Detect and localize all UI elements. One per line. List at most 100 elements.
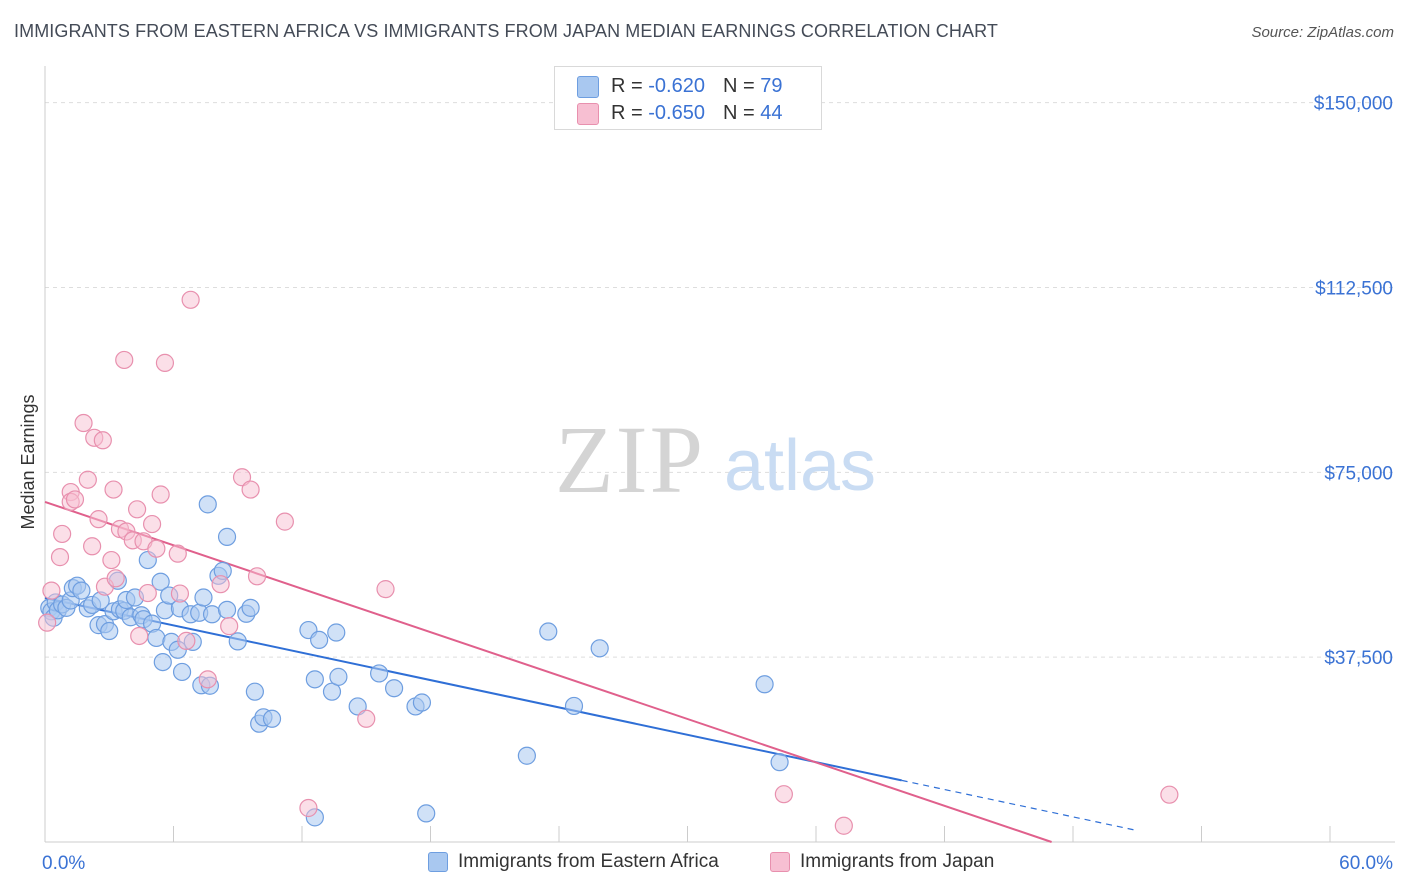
data-point-japan — [142, 514, 162, 534]
data-point-japan — [155, 353, 175, 372]
legend-n-value: 79 — [760, 75, 783, 97]
data-point-japan — [78, 470, 97, 489]
trend-lines — [44, 500, 1138, 843]
series-legend: Immigrants from Eastern Africa Immigrant… — [0, 851, 1406, 879]
data-point-eastern-africa — [370, 664, 389, 683]
legend-n-label: N = — [722, 102, 755, 124]
legend-r-value: -0.650 — [648, 102, 705, 124]
data-point-eastern-africa — [100, 621, 119, 641]
data-point-japan — [168, 544, 187, 563]
legend-swatch-pink — [770, 852, 790, 872]
legend-n-value: 44 — [760, 102, 783, 124]
data-point-eastern-africa — [310, 630, 329, 650]
stats-legend: R = -0.620 N = 79 R = -0.650 N = 44 — [554, 66, 822, 130]
data-point-japan — [102, 550, 121, 570]
data-point-japan — [130, 626, 149, 646]
data-point-eastern-africa — [755, 675, 774, 694]
data-point-japan — [74, 413, 93, 433]
source-label: Source: ZipAtlas.com — [1251, 24, 1394, 41]
legend-label: Immigrants from Japan — [800, 851, 995, 872]
x-tick-label: 60.0% — [1339, 853, 1393, 874]
data-point-japan — [138, 583, 157, 603]
legend-swatch-blue — [428, 852, 448, 872]
data-point-japan — [1160, 785, 1179, 804]
data-point-eastern-africa — [329, 667, 348, 686]
x-tick-label: 0.0% — [42, 853, 85, 874]
data-point-japan — [65, 490, 85, 509]
data-point-japan — [170, 584, 190, 603]
y-tick-label: $150,000 — [1314, 94, 1393, 115]
data-point-japan — [53, 524, 72, 544]
legend-swatch-blue — [577, 75, 599, 98]
watermark-zip: ZIP — [555, 406, 705, 513]
data-point-eastern-africa — [217, 527, 237, 546]
data-point-japan — [241, 480, 260, 499]
data-point-japan — [299, 798, 318, 818]
data-point-japan — [198, 670, 217, 689]
data-point-japan — [177, 631, 196, 650]
series-eastern-africa-points — [40, 495, 789, 827]
data-point-eastern-africa — [539, 622, 558, 641]
data-point-eastern-africa — [564, 696, 584, 716]
axes — [44, 66, 1395, 843]
data-point-japan — [151, 485, 170, 504]
chart-title: IMMIGRANTS FROM EASTERN AFRICA VS IMMIGR… — [14, 21, 998, 41]
legend-row-eastern-africa: R = -0.620 N = 79 — [577, 75, 782, 98]
legend-item-japan[interactable]: Immigrants from Japan — [770, 851, 994, 873]
trend-line-japan — [44, 500, 1052, 843]
data-point-japan — [220, 617, 239, 636]
tick-labels: $37,500 $75,000 $112,500 $150,000 0.0% 60.0% — [42, 94, 1393, 874]
data-point-eastern-africa — [147, 628, 166, 648]
data-point-eastern-africa — [241, 598, 260, 617]
data-point-eastern-africa — [72, 581, 91, 600]
data-point-japan — [181, 290, 200, 309]
data-point-eastern-africa — [348, 697, 367, 716]
data-point-eastern-africa — [151, 572, 170, 591]
y-axis-label: Median Earnings — [18, 394, 38, 529]
data-point-eastern-africa — [228, 632, 247, 651]
data-point-japan — [147, 539, 166, 558]
data-point-eastern-africa — [770, 753, 789, 772]
y-tick-label: $112,500 — [1315, 278, 1393, 299]
trend-line-eastern-africa — [44, 597, 902, 782]
data-point-japan — [127, 500, 147, 519]
data-point-japan — [83, 537, 102, 556]
data-point-eastern-africa — [412, 693, 432, 712]
data-point-japan — [89, 510, 108, 529]
data-point-japan — [275, 512, 294, 531]
legend-r-value: -0.620 — [648, 75, 705, 97]
y-tick-label: $75,000 — [1324, 463, 1393, 484]
data-point-eastern-africa — [172, 662, 192, 682]
legend-n-label: N = — [722, 75, 755, 97]
data-point-eastern-africa — [417, 804, 436, 823]
data-point-japan — [50, 548, 70, 567]
data-point-japan — [38, 613, 57, 632]
data-point-japan — [232, 468, 252, 487]
data-point-japan — [357, 709, 376, 728]
data-point-eastern-africa — [194, 588, 213, 607]
data-point-eastern-africa — [327, 623, 346, 642]
watermark: ZIP atlas — [555, 406, 876, 513]
legend-row-japan: R = -0.650 N = 44 — [577, 102, 782, 125]
legend-r-label: R = — [611, 75, 643, 97]
legend-r-label: R = — [611, 102, 643, 124]
legend-label: Immigrants from Eastern Africa — [458, 851, 719, 872]
data-point-eastern-africa — [262, 709, 282, 728]
y-tick-label: $37,500 — [1324, 648, 1393, 669]
legend-swatch-pink — [577, 102, 599, 125]
data-point-japan — [106, 569, 125, 588]
data-point-japan — [104, 480, 123, 499]
data-point-eastern-africa — [517, 746, 536, 765]
data-point-eastern-africa — [245, 682, 264, 701]
data-point-eastern-africa — [384, 679, 404, 698]
legend-item-eastern-africa[interactable]: Immigrants from Eastern Africa — [428, 851, 719, 873]
trend-line-eastern-africa-extension — [901, 779, 1138, 832]
data-point-eastern-africa — [217, 600, 237, 619]
data-point-japan — [247, 567, 267, 586]
data-point-eastern-africa — [590, 639, 609, 658]
data-point-japan — [774, 785, 793, 804]
data-point-japan — [211, 575, 230, 594]
watermark-atlas: atlas — [724, 426, 876, 506]
data-point-japan — [376, 580, 395, 599]
series-japan-points — [38, 290, 1179, 835]
